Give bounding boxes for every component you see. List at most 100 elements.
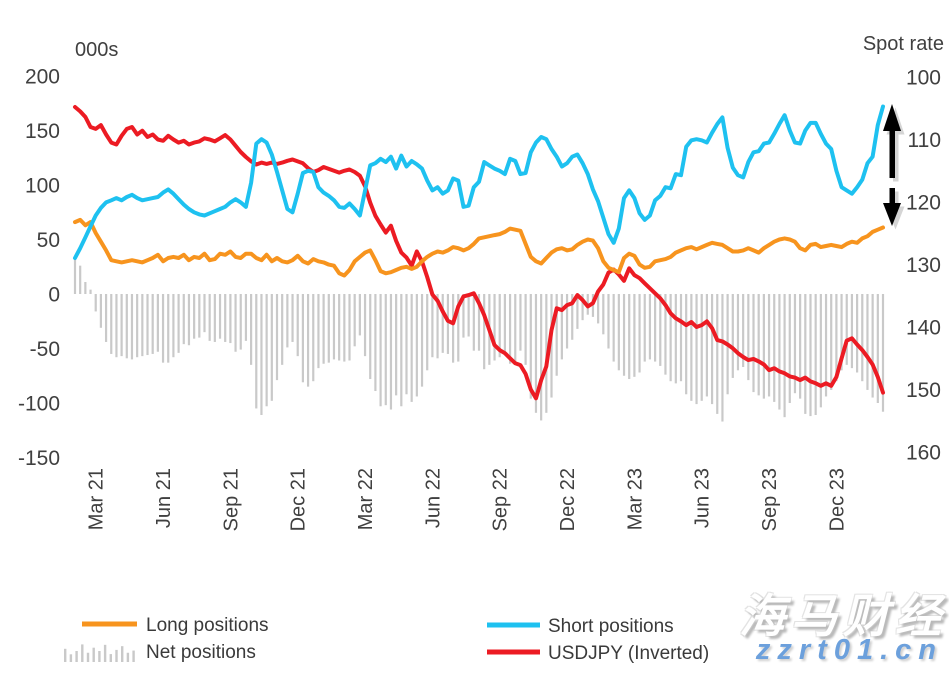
net-swatch-bar xyxy=(109,654,112,662)
net-position-bar xyxy=(819,294,822,408)
net-position-bar xyxy=(260,294,263,415)
net-position-bar xyxy=(710,294,714,405)
net-position-bar xyxy=(524,294,527,365)
x-axis-tick-label: Dec 22 xyxy=(557,468,579,531)
net-position-bar xyxy=(224,294,227,342)
net-position-bar xyxy=(685,294,688,395)
net-position-bar xyxy=(172,294,175,358)
net-position-bar xyxy=(426,294,429,371)
net-position-bar xyxy=(229,294,232,344)
net-position-bar xyxy=(94,294,97,312)
net-position-bar xyxy=(79,265,82,294)
net-position-bar xyxy=(405,294,408,395)
net-position-bar xyxy=(736,294,740,371)
net-position-bar xyxy=(747,294,750,381)
usdjpy-label: USDJPY (Inverted) xyxy=(548,643,709,664)
net-position-bar xyxy=(120,294,123,357)
net-position-bar xyxy=(845,294,848,365)
left-axis-tick-label: 50 xyxy=(37,229,60,252)
left-axis-tick-label: 200 xyxy=(25,66,60,89)
net-position-bar xyxy=(374,294,377,392)
up-arrow-icon xyxy=(883,104,901,178)
net-swatch-bar xyxy=(92,647,95,662)
net-position-bar xyxy=(187,294,191,346)
right-axis-title: Spot rate xyxy=(863,33,944,55)
double-arrow-annotation xyxy=(883,104,905,230)
left-axis-tick-label: 150 xyxy=(25,120,60,143)
net-position-bar xyxy=(799,294,802,399)
net-position-bar xyxy=(99,294,102,328)
net-position-bar xyxy=(431,294,434,358)
net-position-bar xyxy=(602,294,605,335)
net-position-bar xyxy=(731,294,734,378)
net-swatch-bar xyxy=(64,648,67,662)
net-position-bar xyxy=(840,294,843,371)
net-position-bar xyxy=(612,294,615,362)
net-position-bar xyxy=(441,294,444,353)
long-positions-line xyxy=(73,217,885,278)
net-position-bar xyxy=(773,294,776,402)
net-position-bar xyxy=(203,294,206,333)
net-position-bar xyxy=(410,294,413,402)
net-position-bar xyxy=(881,294,885,412)
right-axis-tick-label: 160 xyxy=(906,442,941,465)
net-position-bar xyxy=(363,294,367,357)
net-position-bar xyxy=(633,294,636,377)
net-position-bar xyxy=(343,294,346,362)
net-position-bar xyxy=(400,294,403,407)
net-position-bar xyxy=(89,289,92,294)
net-position-bar xyxy=(332,294,336,360)
net-swatch-bar xyxy=(132,650,135,662)
net-position-bar xyxy=(788,294,791,403)
net-position-bar xyxy=(369,294,372,380)
left-axis-tick-label: 100 xyxy=(25,175,60,198)
net-position-bar xyxy=(104,294,108,342)
net-position-bar xyxy=(705,294,708,397)
net-position-bar xyxy=(389,294,393,410)
net-position-bar xyxy=(213,294,216,342)
net-position-bar xyxy=(540,294,543,421)
net-positions-label: Net positions xyxy=(146,642,256,663)
net-position-bar xyxy=(146,294,149,356)
net-position-bar xyxy=(550,294,553,398)
net-position-bar xyxy=(250,294,253,365)
x-axis-ticks: Mar 21 Jun 21 Sep 21 Dec 21 Mar 22 Jun 22 Sep … xyxy=(86,468,849,531)
net-position-bar xyxy=(327,294,330,363)
net-position-bar xyxy=(871,294,874,398)
x-axis-tick-label: Mar 23 xyxy=(624,468,646,530)
net-position-bar xyxy=(483,294,486,370)
net-position-bar xyxy=(793,294,797,394)
net-position-bar xyxy=(576,294,579,329)
net-position-bar xyxy=(395,294,398,396)
net-position-bar xyxy=(664,294,667,375)
net-position-bar xyxy=(762,294,765,399)
net-position-bar xyxy=(379,294,382,407)
net-swatch-bar xyxy=(75,651,78,662)
net-position-bar xyxy=(198,294,201,338)
left-axis-tick-label: -100 xyxy=(18,393,60,416)
net-position-bar xyxy=(690,294,693,401)
net-position-bar xyxy=(348,294,351,361)
x-axis-tick-label: Mar 22 xyxy=(355,468,377,530)
net-position-bar xyxy=(742,294,745,368)
net-position-bar xyxy=(861,294,864,382)
series-lines xyxy=(73,104,885,401)
x-axis-tick-label: Sep 21 xyxy=(220,468,242,531)
net-position-bar xyxy=(804,294,807,414)
net-position-bar xyxy=(151,294,154,354)
net-position-bar xyxy=(141,294,144,357)
net-position-bar xyxy=(270,294,273,401)
net-position-bar xyxy=(638,294,641,373)
net-position-bar xyxy=(597,294,600,324)
net-swatch-bar xyxy=(115,649,118,662)
net-position-bar xyxy=(177,294,180,353)
net-position-bar xyxy=(436,294,439,359)
net-position-bar xyxy=(674,294,677,384)
x-axis-tick-label: Dec 21 xyxy=(288,468,310,531)
net-position-bar xyxy=(565,294,569,349)
long-positions-label: Long positions xyxy=(146,615,269,636)
net-position-bar xyxy=(457,294,460,362)
x-axis-tick-label: Dec 23 xyxy=(826,468,848,531)
net-position-bar xyxy=(529,294,532,399)
